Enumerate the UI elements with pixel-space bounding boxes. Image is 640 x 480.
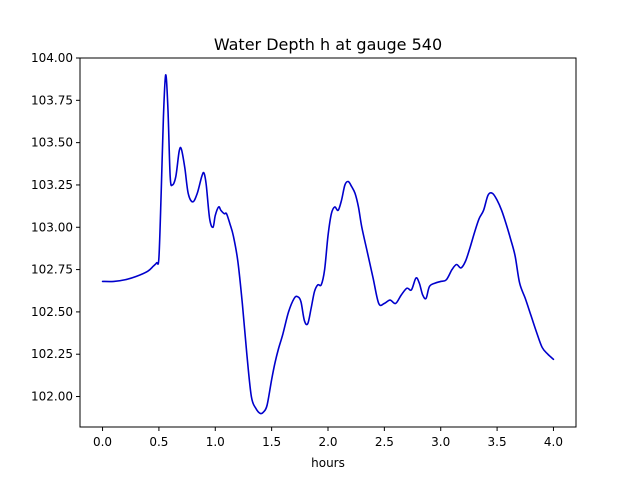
x-tick-label: 4.0 [544,435,563,449]
y-tick-label: 103.50 [31,136,73,150]
y-tick-label: 103.00 [31,220,73,234]
x-axis: 0.0 0.5 1.0 1.5 2.0 2.5 3.0 3.5 4.0 [93,427,563,449]
chart-title: Water Depth h at gauge 540 [214,35,442,54]
y-tick-label: 102.75 [31,263,73,277]
y-tick-label: 103.25 [31,178,73,192]
y-tick-label: 102.00 [31,390,73,404]
x-tick-label: 3.5 [488,435,507,449]
plot-area [79,57,577,428]
x-tick-label: 2.5 [375,435,394,449]
y-tick-label: 102.25 [31,347,73,361]
x-tick-label: 1.5 [262,435,281,449]
x-tick-label: 0.0 [93,435,112,449]
series-line-water-depth [101,74,555,415]
x-axis-label: hours [311,456,345,470]
y-tick-label: 104.00 [31,51,73,65]
x-tick-label: 1.0 [206,435,225,449]
y-axis: 102.00 102.25 102.50 102.75 103.00 103.25 103.… [31,51,80,404]
x-tick-label: 0.5 [149,435,168,449]
x-tick-label: 3.0 [431,435,450,449]
x-tick-label: 2.0 [318,435,337,449]
y-tick-label: 103.75 [31,93,73,107]
y-tick-label: 102.50 [31,305,73,319]
